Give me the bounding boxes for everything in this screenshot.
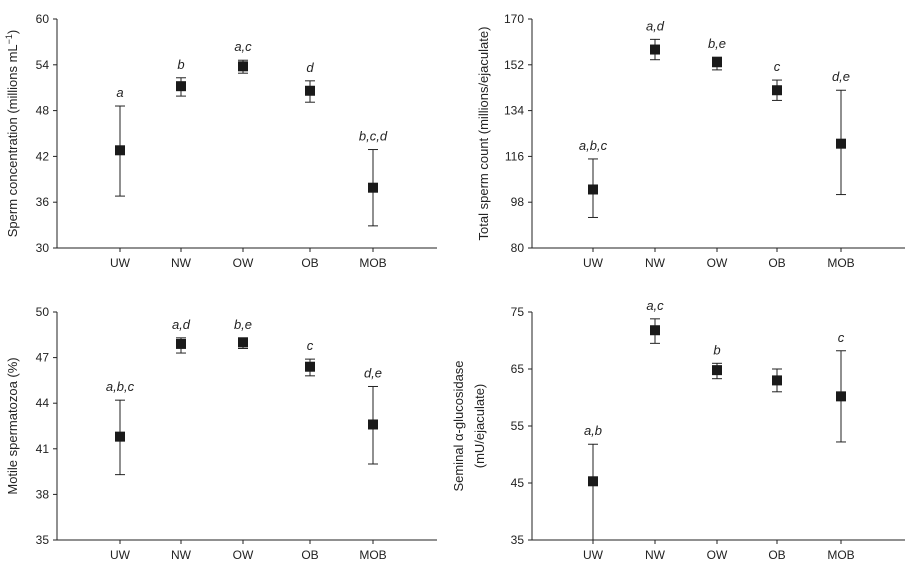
y-axis-title: Seminal α-glucosidase bbox=[451, 360, 466, 491]
y-tick-label: 36 bbox=[36, 195, 50, 209]
y-tick-label: 98 bbox=[511, 195, 525, 209]
significance-label: a,b bbox=[584, 423, 602, 438]
significance-label: a,b,c bbox=[579, 138, 608, 153]
x-tick-label-nw: NW bbox=[171, 256, 192, 270]
x-tick-label-uw: UW bbox=[110, 548, 131, 562]
x-tick-label-uw: UW bbox=[583, 548, 604, 562]
x-tick-label-mob: MOB bbox=[827, 548, 854, 562]
significance-label: c bbox=[838, 330, 845, 345]
y-axis-title-superscript: −1 bbox=[4, 34, 14, 44]
data-point-uw bbox=[115, 431, 125, 442]
x-tick-label-ob: OB bbox=[301, 548, 318, 562]
x-tick-label-nw: NW bbox=[171, 548, 192, 562]
y-tick-label: 134 bbox=[504, 104, 524, 118]
chart-panel-4: 35 45 55 65 75 UW NW OW OB MOB Seminal α-glucosida… bbox=[451, 298, 905, 562]
significance-label: a bbox=[116, 85, 123, 100]
data-point-ow bbox=[712, 365, 722, 376]
significance-label: b,c,d bbox=[359, 129, 388, 144]
x-tick-label-ow: OW bbox=[233, 548, 254, 562]
data-point-nw bbox=[176, 338, 186, 349]
y-tick-label: 30 bbox=[36, 241, 50, 255]
data-point-ob bbox=[305, 85, 315, 96]
significance-label: d,e bbox=[364, 365, 382, 380]
x-tick-label-nw: NW bbox=[645, 548, 666, 562]
y-tick-label: 65 bbox=[511, 362, 525, 376]
x-tick-label-ow: OW bbox=[707, 256, 728, 270]
x-tick-label-uw: UW bbox=[110, 256, 131, 270]
chart-panel-3: 35 38 41 44 47 50 UW NW OW OB MOB Motile spermatozo… bbox=[5, 305, 437, 562]
data-point-mob bbox=[836, 138, 846, 149]
y-axis-title: Sperm concentration (millions mL−1) bbox=[4, 30, 20, 238]
x-tick-label-uw: UW bbox=[583, 256, 604, 270]
x-tick-label-ob: OB bbox=[768, 256, 785, 270]
y-tick-label: 75 bbox=[511, 305, 525, 319]
x-tick-label-mob: MOB bbox=[359, 256, 386, 270]
data-point-ob bbox=[305, 361, 315, 372]
data-point-uw bbox=[115, 145, 125, 156]
data-point-ow bbox=[238, 61, 248, 72]
significance-label: b,e bbox=[708, 36, 726, 51]
y-axis-title-line2: (mU/ejaculate) bbox=[472, 384, 487, 469]
significance-label: a,d bbox=[172, 317, 191, 332]
significance-label: d,e bbox=[832, 69, 850, 84]
data-point-nw bbox=[650, 44, 660, 55]
x-tick-label-ow: OW bbox=[707, 548, 728, 562]
significance-label: b bbox=[177, 57, 184, 72]
data-point-nw bbox=[650, 325, 660, 336]
x-tick-label-mob: MOB bbox=[827, 256, 854, 270]
y-tick-label: 54 bbox=[36, 58, 50, 72]
significance-label: a,b,c bbox=[106, 379, 135, 394]
y-tick-label: 60 bbox=[36, 12, 50, 26]
data-point-nw bbox=[176, 81, 186, 92]
data-point-ow bbox=[238, 337, 248, 348]
y-tick-label: 50 bbox=[36, 305, 50, 319]
y-tick-label: 116 bbox=[505, 149, 524, 163]
significance-label: a,c bbox=[646, 298, 664, 313]
y-tick-label: 35 bbox=[511, 533, 525, 547]
chart-panel-2: 80 98 116 134 152 170 UW NW OW OB MOB Total sperm c… bbox=[476, 12, 905, 270]
data-point-ow bbox=[712, 57, 722, 68]
significance-label: c bbox=[307, 338, 314, 353]
data-point-uw bbox=[588, 184, 598, 195]
data-point-mob bbox=[368, 419, 378, 430]
y-tick-label: 170 bbox=[504, 12, 524, 26]
significance-label: a,c bbox=[234, 39, 252, 54]
y-tick-label: 35 bbox=[36, 533, 50, 547]
y-tick-label: 44 bbox=[36, 396, 50, 410]
y-tick-label: 55 bbox=[511, 419, 525, 433]
x-tick-label-ob: OB bbox=[768, 548, 785, 562]
y-axis-title-close: ) bbox=[5, 30, 20, 34]
y-tick-label: 80 bbox=[511, 241, 525, 255]
x-tick-label-nw: NW bbox=[645, 256, 666, 270]
significance-label: a,d bbox=[646, 18, 665, 33]
data-point-mob bbox=[368, 182, 378, 193]
data-point-mob bbox=[836, 391, 846, 402]
significance-label: d bbox=[306, 60, 314, 75]
y-tick-label: 45 bbox=[511, 476, 525, 490]
y-axis-title: Motile spermatozoa (%) bbox=[5, 357, 20, 494]
data-point-ob bbox=[772, 85, 782, 96]
y-tick-label: 38 bbox=[36, 487, 50, 501]
x-tick-label-ow: OW bbox=[233, 256, 254, 270]
significance-label: b bbox=[713, 342, 720, 357]
y-tick-label: 42 bbox=[36, 149, 50, 163]
significance-label: c bbox=[774, 59, 781, 74]
data-point-uw bbox=[588, 476, 598, 487]
data-point-ob bbox=[772, 375, 782, 386]
y-tick-label: 48 bbox=[36, 104, 50, 118]
y-tick-label: 152 bbox=[504, 58, 524, 72]
x-tick-label-ob: OB bbox=[301, 256, 318, 270]
significance-label: b,e bbox=[234, 317, 252, 332]
chart-panel-1: 30 36 42 48 54 60 UW NW OW OB MOB Sperm concentrati… bbox=[4, 12, 437, 270]
x-tick-label-mob: MOB bbox=[359, 548, 386, 562]
y-tick-label: 41 bbox=[36, 442, 50, 456]
y-axis-title: Total sperm count (millions/ejaculate) bbox=[476, 27, 491, 241]
y-tick-label: 47 bbox=[36, 351, 50, 365]
